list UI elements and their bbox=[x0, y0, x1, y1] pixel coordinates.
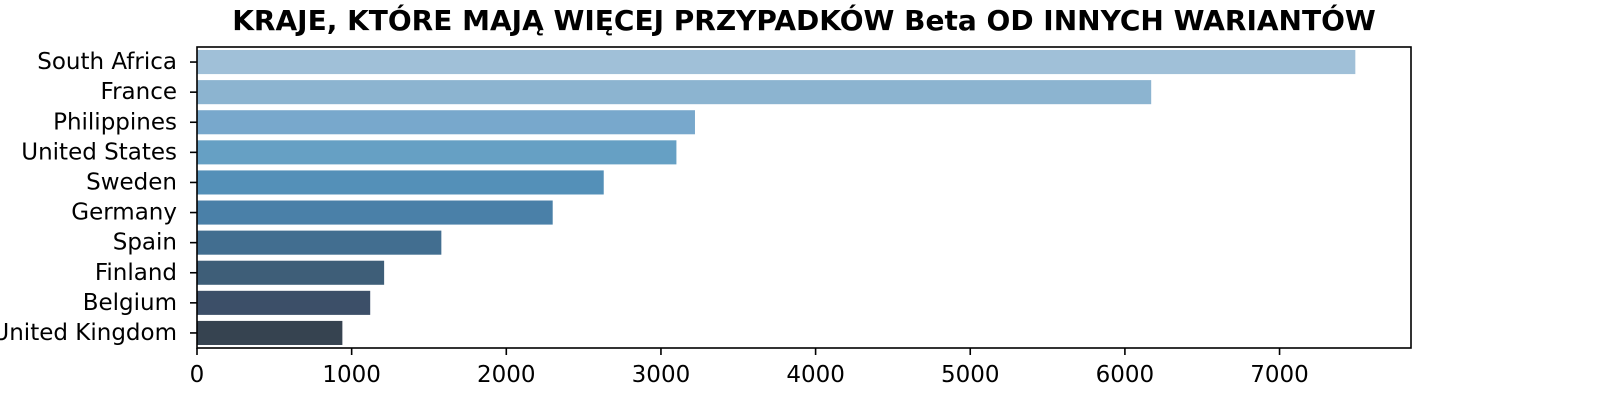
bar bbox=[197, 140, 677, 165]
y-tick-label: South Africa bbox=[37, 49, 177, 75]
x-tick-label: 5000 bbox=[941, 362, 1000, 388]
y-tick-label: Finland bbox=[95, 260, 177, 286]
y-tick-label: Germany bbox=[71, 200, 177, 226]
x-tick-label: 2000 bbox=[477, 362, 536, 388]
y-axis: South Africa France Philippines United Stat… bbox=[0, 49, 197, 346]
bar bbox=[197, 50, 1356, 75]
x-tick-label: 7000 bbox=[1250, 362, 1309, 388]
bar bbox=[197, 200, 553, 225]
bar bbox=[197, 80, 1152, 105]
y-tick-label: United Kingdom bbox=[0, 320, 177, 346]
y-tick-label: Philippines bbox=[53, 109, 177, 135]
x-axis: 0 1000 2000 3000 4000 5000 6000 7000 bbox=[190, 348, 1309, 388]
bar bbox=[197, 320, 343, 345]
bar bbox=[197, 290, 371, 315]
x-tick-label: 1000 bbox=[322, 362, 381, 388]
y-tick-label: Belgium bbox=[83, 290, 177, 316]
bar bbox=[197, 110, 695, 135]
plot-frame bbox=[196, 46, 1412, 349]
y-tick-label: France bbox=[101, 79, 177, 105]
y-tick-label: Spain bbox=[113, 230, 177, 256]
chart-title: KRAJE, KTÓRE MAJĄ WIĘCEJ PRZYPADKÓW Beta… bbox=[232, 3, 1376, 37]
bar bbox=[197, 260, 385, 285]
bars-layer bbox=[197, 50, 1356, 345]
x-tick-label: 0 bbox=[190, 362, 205, 388]
bar bbox=[197, 230, 442, 255]
y-tick-label: United States bbox=[21, 139, 177, 165]
x-tick-label: 4000 bbox=[786, 362, 845, 388]
x-tick-label: 6000 bbox=[1096, 362, 1155, 388]
x-tick-label: 3000 bbox=[632, 362, 691, 388]
y-tick-label: Sweden bbox=[86, 169, 177, 195]
bar bbox=[197, 170, 604, 195]
